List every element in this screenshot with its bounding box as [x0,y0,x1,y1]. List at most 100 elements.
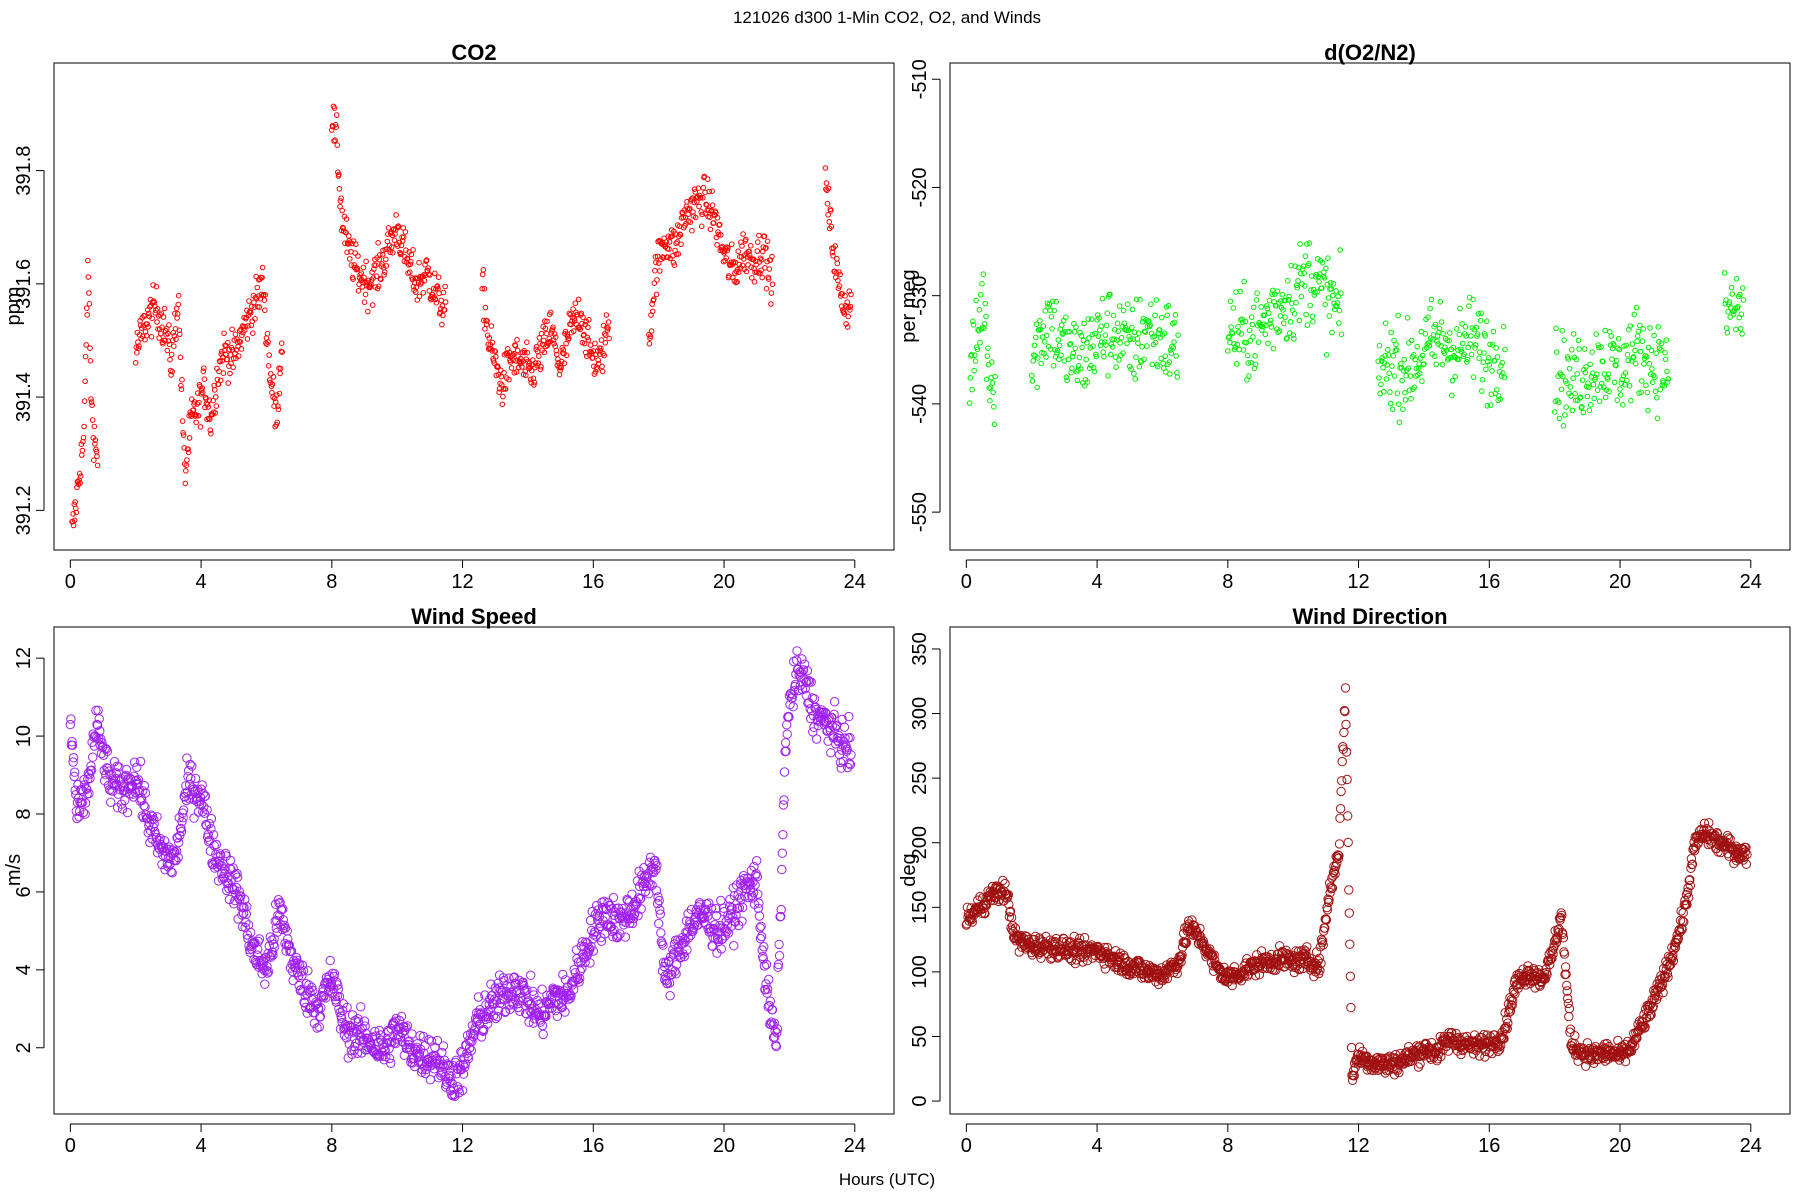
data-point [976,307,983,313]
data-point [531,1005,541,1015]
data-point [557,1002,567,1013]
data-point [1738,311,1745,318]
data-point [1171,339,1177,345]
data-point [1640,326,1646,332]
data-point [538,330,545,337]
data-point [490,983,500,993]
data-point [1322,905,1333,915]
panel-title: CO2 [451,40,496,65]
data-point [230,869,241,880]
data-point [1322,301,1328,308]
data-point [201,365,207,372]
data-point [531,382,537,388]
data-point [1559,327,1565,334]
data-point [1626,383,1633,389]
data-point [153,283,160,290]
data-point [1623,342,1629,349]
data-point [196,799,207,810]
data-point [441,307,448,313]
data-point [1164,312,1170,319]
data-point [1388,329,1394,336]
data-point [1579,377,1586,384]
data-point [277,905,287,915]
data-point [989,380,996,386]
data-point [1712,829,1723,839]
data-point [761,233,768,239]
data-point [1562,986,1572,996]
data-point [1635,328,1642,335]
data-point [1247,337,1254,344]
data-point [1505,1006,1516,1016]
data-point [1329,865,1340,876]
data-point [1258,304,1264,310]
data-point [1485,358,1491,365]
panel-title: Wind Direction [1292,604,1447,629]
data-point [1506,994,1517,1005]
data-point [824,200,831,207]
data-point [1412,356,1418,363]
data-point [1173,353,1179,359]
data-point [711,904,721,914]
data-point [755,239,761,245]
data-point [168,372,174,378]
data-point [174,311,181,317]
data-point [213,403,220,409]
data-point [140,788,151,798]
data-point [1325,887,1335,898]
data-point [1100,964,1111,974]
data-point [743,268,750,275]
data-point [528,986,538,996]
data-point [214,856,225,866]
data-point [1735,303,1741,310]
data-point [174,837,184,848]
data-point [749,861,759,872]
data-point [1645,407,1651,414]
data-point [825,185,832,192]
data-point [1573,397,1579,404]
data-point [1685,880,1696,891]
data-point [1345,939,1355,949]
data-point [1151,977,1161,987]
data-point [212,410,218,416]
data-point [1114,320,1121,327]
data-point [100,743,110,754]
data-point [82,353,89,360]
data-point [1568,393,1574,399]
data-point [331,105,338,111]
data-point [1494,1045,1505,1055]
data-point [416,259,422,266]
data-point [553,347,560,354]
data-point [180,432,187,438]
data-point [844,711,854,722]
data-point [1335,293,1341,300]
data-point [178,805,189,815]
data-point [648,328,655,334]
data-point [511,350,517,357]
data-point [1472,345,1478,351]
data-point [1382,353,1388,359]
data-point [436,290,442,297]
data-point [1338,290,1344,297]
data-point [185,449,192,456]
data-point [154,306,161,312]
data-point [1492,390,1499,397]
data-point [166,322,172,328]
data-point [82,784,92,794]
data-point [1737,326,1744,332]
data-point [1349,1065,1359,1076]
data-point [210,397,216,404]
data-point [1449,392,1455,399]
data-point [1682,899,1692,910]
data-point [220,370,227,376]
data-point [575,973,585,984]
data-point [778,830,788,840]
y-axis-label: per meg [898,269,920,342]
data-point [1425,340,1432,346]
data-point [657,966,668,976]
data-point [1625,357,1631,364]
data-point [836,763,846,773]
data-point [232,331,239,338]
data-point [1557,910,1567,921]
data-point [806,713,816,724]
data-point [1279,291,1286,298]
